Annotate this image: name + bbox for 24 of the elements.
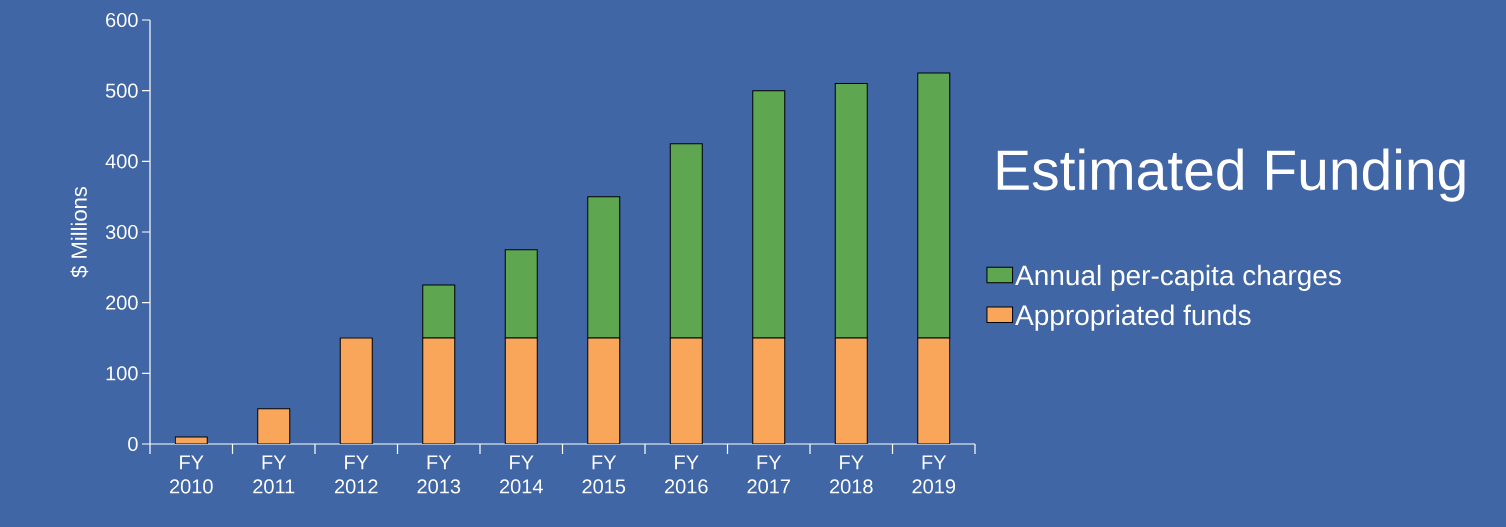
x-tick-label: FY 2016	[665, 455, 708, 494]
y-tick-label: 0	[128, 436, 138, 452]
y-tick-label: 500	[105, 83, 138, 98]
x-tick-label: FY 2012	[335, 455, 378, 494]
x-tick-label: FY 2017	[747, 455, 790, 494]
y-axis-title: $ Millions	[70, 186, 89, 278]
y-tick-label: 400	[105, 154, 138, 169]
x-tick-label: FY 2015	[582, 455, 626, 494]
y-tick-label: 200	[106, 295, 138, 310]
x-tick-label: FY 2011	[253, 455, 295, 494]
bar	[174, 436, 208, 444]
x-tick-label: FY 2014	[500, 455, 543, 494]
x-tick-label: FY 2019	[912, 455, 956, 494]
y-tick-label: 600	[106, 12, 138, 28]
legend-label: Annual per-capita charges	[1015, 264, 1341, 291]
x-tick-label: FY 2010	[170, 455, 213, 494]
y-tick-label: 100	[106, 366, 138, 381]
bar	[257, 408, 291, 444]
text: Estimated Funding	[997, 148, 1465, 202]
bar	[339, 337, 373, 444]
legend-label: Appropriated funds	[1015, 304, 1251, 331]
x-tick-label: FY 2018	[830, 455, 873, 494]
y-tick-label: 300	[105, 224, 138, 240]
x-tick-label: FY 2013	[417, 455, 461, 494]
